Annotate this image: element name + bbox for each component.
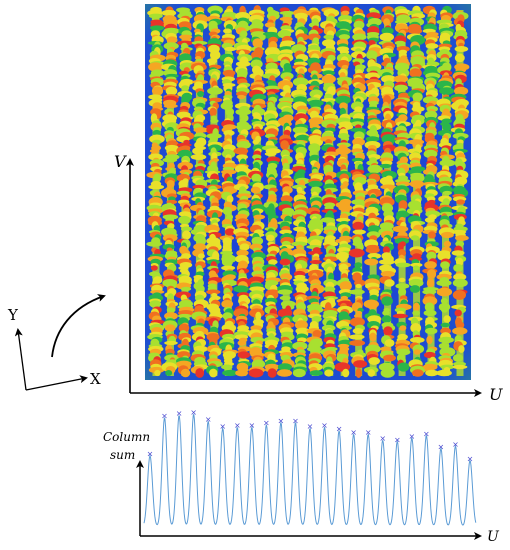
- peak-marker: ×: [278, 416, 285, 425]
- y-axis: [14, 328, 27, 391]
- peak-marker: ×: [452, 440, 459, 449]
- v-axis-label: V: [114, 152, 127, 171]
- peak-markers: × × × × × × × × × × × × × × × × × × × × × × ×: [147, 408, 474, 464]
- peak-marker: ×: [438, 443, 445, 452]
- rotation-arrow: [51, 294, 106, 358]
- peak-marker: ×: [423, 429, 430, 438]
- crop-row: [247, 5, 267, 378]
- crop-row: [363, 7, 383, 377]
- peak-marker: ×: [161, 412, 168, 421]
- peak-marker: ×: [379, 434, 386, 443]
- crop-row: [334, 5, 354, 378]
- peak-marker: ×: [292, 416, 299, 425]
- peak-marker: ×: [336, 425, 343, 434]
- world-frame: Y X: [7, 294, 106, 391]
- crop-row: [406, 5, 427, 377]
- u-axis-label: U: [489, 385, 503, 404]
- crop-row: [161, 6, 181, 376]
- x-axis: [25, 375, 88, 391]
- profile-y-label-line2: sum: [110, 448, 135, 462]
- peak-marker: ×: [234, 421, 241, 430]
- image-axes: V U: [114, 152, 503, 404]
- crop-row: [291, 6, 311, 378]
- crop-row: [392, 6, 412, 376]
- profile-x-label: U: [487, 529, 500, 545]
- y-frame-label: Y: [7, 306, 19, 324]
- peak-marker: ×: [365, 428, 372, 437]
- peak-marker: ×: [263, 419, 270, 428]
- crop-row: [422, 5, 441, 377]
- peak-marker: ×: [408, 432, 415, 441]
- crop-row: [276, 7, 296, 377]
- crop-row: [175, 7, 195, 378]
- peak-marker: ×: [307, 422, 314, 431]
- crop-row: [262, 6, 282, 378]
- crop-row: [320, 7, 340, 377]
- peak-marker: ×: [350, 428, 357, 437]
- profile-line: [143, 414, 477, 526]
- crop-row: [378, 6, 397, 378]
- crop-row: [218, 5, 238, 377]
- crop-row: [450, 10, 470, 376]
- crop-row: [146, 6, 166, 377]
- crop-row: [306, 7, 325, 376]
- peak-marker: ×: [205, 415, 212, 424]
- profile-y-label-line1: Column: [103, 430, 150, 444]
- peak-marker: ×: [190, 408, 197, 417]
- peak-marker: ×: [176, 409, 183, 418]
- crop-row: [190, 7, 209, 378]
- peak-marker: ×: [219, 422, 226, 431]
- field-image: [145, 4, 471, 380]
- peak-marker: ×: [248, 421, 255, 430]
- crop-row: [436, 5, 456, 377]
- crop-row: [204, 5, 224, 378]
- crop-row: [348, 7, 369, 378]
- crop-rows: [146, 5, 470, 378]
- x-frame-label: X: [90, 370, 101, 388]
- peak-marker: ×: [321, 421, 328, 430]
- profile-chart: Column sum U × × × × × × × × × × × × × × × × × × × × × × ×: [103, 408, 500, 545]
- crop-row: [233, 5, 253, 377]
- peak-marker: ×: [147, 450, 154, 459]
- peak-marker: ×: [467, 454, 474, 463]
- peak-marker: ×: [394, 435, 401, 444]
